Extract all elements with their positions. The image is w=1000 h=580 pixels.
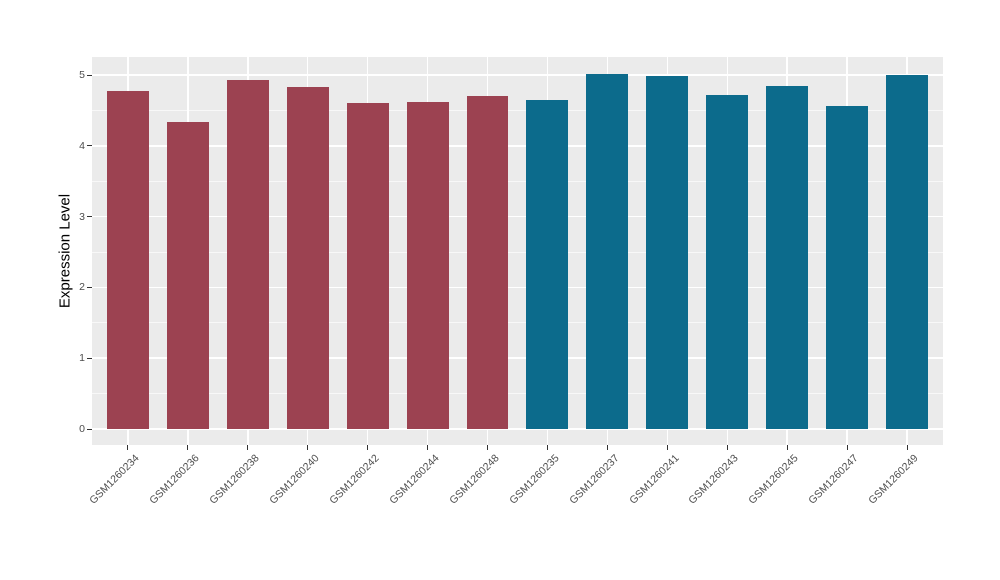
x-tick-mark: [487, 445, 489, 450]
y-tick-mark: [87, 216, 92, 218]
grid-minor-line: [92, 322, 943, 324]
grid-major-line: [92, 286, 943, 289]
grid-minor-line: [92, 251, 943, 253]
x-tick-label: GSM1260236: [147, 452, 202, 507]
x-tick-label: GSM1260242: [327, 452, 382, 507]
bar: [826, 106, 869, 429]
x-tick-label: GSM1260234: [87, 452, 142, 507]
x-tick-label: GSM1260245: [746, 452, 801, 507]
y-tick-label: 0: [79, 422, 85, 435]
bar: [646, 75, 689, 429]
grid-major-line: [92, 428, 943, 430]
bar: [526, 99, 569, 429]
x-tick-mark: [726, 445, 728, 450]
y-tick-label: 2: [79, 281, 85, 294]
x-tick-label: GSM1260235: [506, 452, 562, 507]
x-tick-mark: [127, 445, 129, 450]
y-tick-mark: [87, 428, 92, 430]
bar: [586, 74, 629, 429]
x-tick-label: GSM1260240: [267, 452, 322, 507]
bar: [766, 85, 809, 429]
x-tick-mark: [307, 445, 309, 450]
x-tick-label: GSM1260247: [806, 452, 861, 507]
x-tick-mark: [187, 445, 189, 450]
bar: [406, 101, 449, 429]
grid-major-line: [92, 357, 943, 359]
bar: [106, 91, 149, 429]
y-tick-mark: [87, 74, 92, 76]
grid-major-line: [92, 215, 943, 218]
y-tick-label: 4: [79, 139, 85, 152]
bar: [226, 79, 269, 429]
y-tick-label: 1: [79, 351, 85, 364]
grid-major-line: [92, 145, 943, 147]
bar: [706, 94, 749, 429]
x-tick-label: GSM1260248: [447, 452, 502, 507]
x-tick-label: GSM1260249: [866, 452, 921, 507]
bar: [286, 87, 329, 429]
x-tick-mark: [367, 445, 369, 450]
x-tick-label: GSM1260243: [686, 452, 742, 507]
x-tick-mark: [606, 445, 608, 450]
x-tick-mark: [546, 445, 548, 450]
y-tick-label: 5: [79, 68, 85, 81]
x-tick-mark: [846, 445, 848, 450]
x-tick-label: GSM1260238: [207, 452, 262, 507]
x-tick-label: GSM1260237: [566, 452, 622, 507]
y-tick-mark: [87, 286, 92, 288]
x-tick-label: GSM1260241: [626, 452, 682, 507]
bar: [466, 96, 509, 429]
bar: [886, 75, 928, 429]
bar: [346, 103, 389, 429]
y-tick-label: 3: [79, 210, 85, 223]
x-tick-mark: [786, 445, 788, 450]
y-axis-title: Expression Level: [56, 193, 74, 309]
bar: [166, 122, 209, 429]
grid-major-line: [92, 74, 943, 76]
grid-minor-line: [92, 109, 943, 111]
grid-minor-line: [92, 180, 943, 182]
x-tick-mark: [247, 445, 249, 450]
grid-minor-line: [92, 393, 943, 395]
x-tick-mark: [666, 445, 668, 450]
x-tick-label: GSM1260244: [387, 452, 442, 507]
plot-panel: [92, 57, 943, 445]
y-tick-mark: [87, 145, 92, 147]
x-tick-mark: [427, 445, 429, 450]
x-tick-mark: [906, 445, 908, 450]
y-tick-mark: [87, 357, 92, 359]
